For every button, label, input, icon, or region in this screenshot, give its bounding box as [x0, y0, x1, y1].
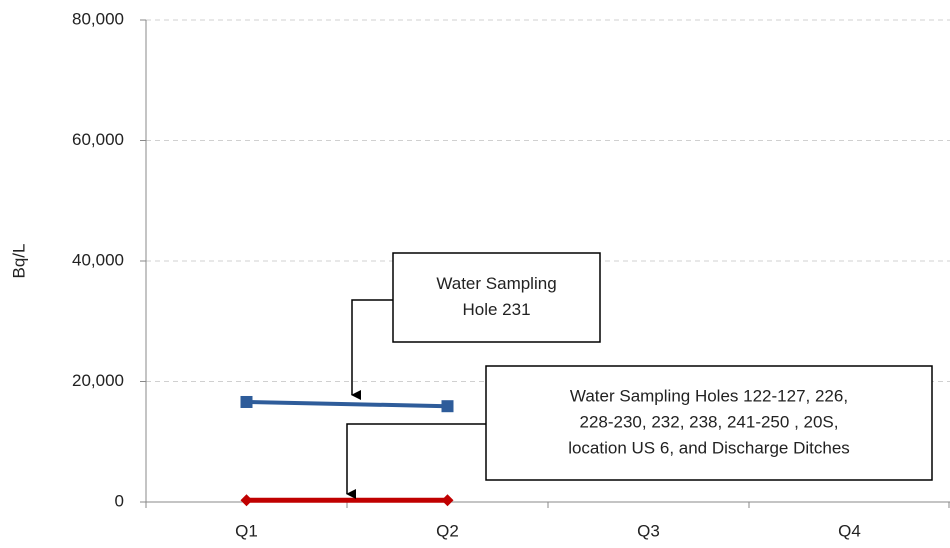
annotation-box: [392, 252, 601, 343]
x-tick-label: Q2: [436, 521, 459, 540]
annotation-box: [485, 365, 933, 481]
x-tick-label: Q3: [637, 521, 660, 540]
annotation-text: Water Sampling Holes 122-127, 226,: [570, 386, 848, 405]
x-tick-label: Q4: [838, 521, 861, 540]
annotation-text: 228-230, 232, 238, 241-250 , 20S,: [580, 412, 839, 431]
x-tick-label: Q1: [235, 521, 258, 540]
point: [441, 494, 454, 507]
annotation-arrow: [351, 299, 393, 400]
y-axis-label: Bq/L: [9, 244, 28, 279]
y-tick-label: 20,000: [72, 371, 124, 390]
y-tick-label: 60,000: [72, 130, 124, 149]
y-tick-label: 0: [115, 491, 124, 510]
point: [240, 494, 253, 507]
series-line: [246, 399, 448, 409]
annotation-text: Water Sampling: [436, 274, 556, 293]
point: [240, 395, 253, 408]
y-tick-label: 80,000: [72, 9, 124, 28]
annotation-text: Hole 231: [462, 300, 530, 319]
annotation-text: location US 6, and Discharge Ditches: [568, 438, 850, 457]
annotation-arrow: [346, 423, 486, 499]
point: [441, 400, 454, 413]
y-tick-label: 40,000: [72, 250, 124, 269]
